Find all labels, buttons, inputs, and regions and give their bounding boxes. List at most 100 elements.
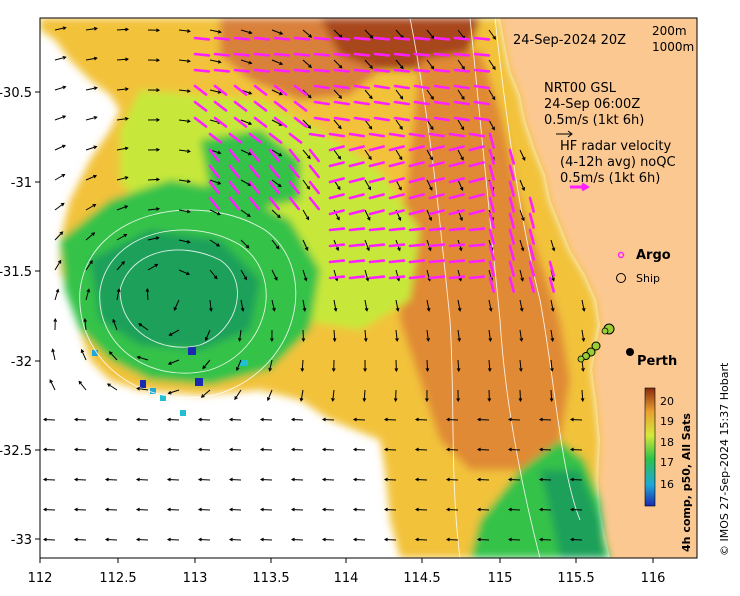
credit-text: © IMOS 27-Sep-2024 15:37 Hobart (718, 362, 731, 556)
radar-arrow (235, 70, 249, 71)
x-tick-label: 113.5 (252, 571, 289, 586)
radar-arrow (415, 70, 429, 71)
radar-arrow (275, 54, 289, 55)
isobath-label-200m: 200m (652, 24, 687, 38)
x-tick-label: 112 (28, 571, 53, 586)
radar-arrow (255, 70, 269, 71)
radar-arrow (395, 54, 409, 55)
radar-arrow (410, 245, 424, 246)
radar-label-line: HF radar velocity (560, 139, 672, 154)
model-label-line: NRT00 GSL (544, 81, 617, 96)
radar-arrow (355, 70, 369, 71)
y-tick-label: -31 (11, 176, 32, 191)
y-tick-labels: -30.5 -31 -31.5 -32 -32.5 -33 (0, 86, 32, 548)
radar-arrow (435, 38, 449, 39)
radar-arrow (470, 261, 484, 262)
map-datetime: 24-Sep-2024 20Z (513, 33, 626, 48)
model-arrow (303, 330, 304, 341)
radar-arrow (470, 277, 484, 278)
colorbar-tick: 17 (660, 456, 674, 469)
x-tick-label: 115.5 (557, 571, 594, 586)
radar-arrow (475, 70, 489, 71)
radar-arrow (470, 245, 484, 246)
perth-label: Perth (637, 354, 677, 369)
x-tick-label: 114 (334, 571, 359, 586)
radar-arrow (450, 261, 464, 262)
radar-arrow (395, 38, 409, 39)
model-label-line: 0.5m/s (1kt 6h) (544, 113, 644, 128)
radar-arrow (390, 229, 404, 230)
x-tick-label: 116 (641, 571, 666, 586)
radar-arrow (450, 229, 464, 230)
radar-arrow (430, 261, 444, 262)
radar-arrow (255, 54, 269, 55)
radar-arrow (410, 261, 424, 262)
radar-arrow (370, 229, 384, 230)
x-tick-labels: 112 112.5 113 113.5 114 114.5 115 115.5 … (28, 571, 666, 586)
radar-arrow (295, 70, 309, 71)
radar-arrow (475, 38, 489, 39)
radar-arrow (195, 70, 209, 71)
radar-arrow (335, 54, 349, 55)
x-tick-label: 114.5 (403, 571, 440, 586)
radar-arrow (410, 229, 424, 230)
ship-legend-label: Ship (636, 272, 660, 285)
radar-label-line: 0.5m/s (1kt 6h) (560, 171, 660, 186)
perth-city-marker (626, 348, 634, 356)
radar-arrow (195, 38, 209, 39)
x-tick-label: 115 (488, 571, 513, 586)
radar-arrow (430, 229, 444, 230)
radar-arrow (395, 70, 409, 71)
colorbar-tick: 19 (660, 415, 674, 428)
radar-arrow (355, 54, 369, 55)
radar-label-line: (4-12h avg) noQC (560, 155, 676, 170)
radar-arrow (390, 277, 404, 278)
colorbar-tick: 16 (660, 478, 674, 491)
radar-arrow (215, 54, 229, 55)
radar-arrow (435, 54, 449, 55)
x-tick-label: 112.5 (99, 571, 136, 586)
radar-arrow (370, 277, 384, 278)
radar-arrow (350, 229, 364, 230)
radar-arrow (370, 245, 384, 246)
radar-arrow (315, 54, 329, 55)
radar-arrow (350, 261, 364, 262)
radar-arrow (435, 70, 449, 71)
radar-arrow (455, 38, 469, 39)
y-tick-label: -32 (11, 355, 32, 370)
radar-arrow (475, 54, 489, 55)
radar-arrow (195, 54, 209, 55)
radar-arrow (255, 38, 269, 39)
colorbar-tick: 20 (660, 395, 674, 408)
argo-legend-label: Argo (636, 248, 671, 263)
radar-arrow (375, 38, 389, 39)
radar-arrow (235, 54, 249, 55)
radar-arrow (470, 229, 484, 230)
radar-arrow (330, 277, 344, 278)
radar-arrow (450, 245, 464, 246)
radar-arrow (415, 54, 429, 55)
y-tick-label: -32.5 (0, 444, 32, 459)
radar-arrow (330, 261, 344, 262)
radar-arrow (410, 277, 424, 278)
radar-arrow (275, 38, 289, 39)
radar-arrow (215, 70, 229, 71)
radar-arrow (295, 54, 309, 55)
radar-arrow (455, 70, 469, 71)
radar-arrow (315, 70, 329, 71)
radar-arrow (350, 245, 364, 246)
y-tick-label: -33 (11, 533, 32, 548)
colorbar-label: 4h comp, p50, All Sats (680, 413, 693, 552)
radar-arrow (375, 54, 389, 55)
x-tick-label: 113 (183, 571, 208, 586)
radar-arrow (295, 38, 309, 39)
radar-arrow (275, 70, 289, 71)
radar-arrow (390, 261, 404, 262)
radar-arrow (415, 38, 429, 39)
radar-arrow (330, 245, 344, 246)
radar-arrow (450, 277, 464, 278)
radar-arrow (335, 38, 349, 39)
colorbar-tick: 18 (660, 436, 674, 449)
